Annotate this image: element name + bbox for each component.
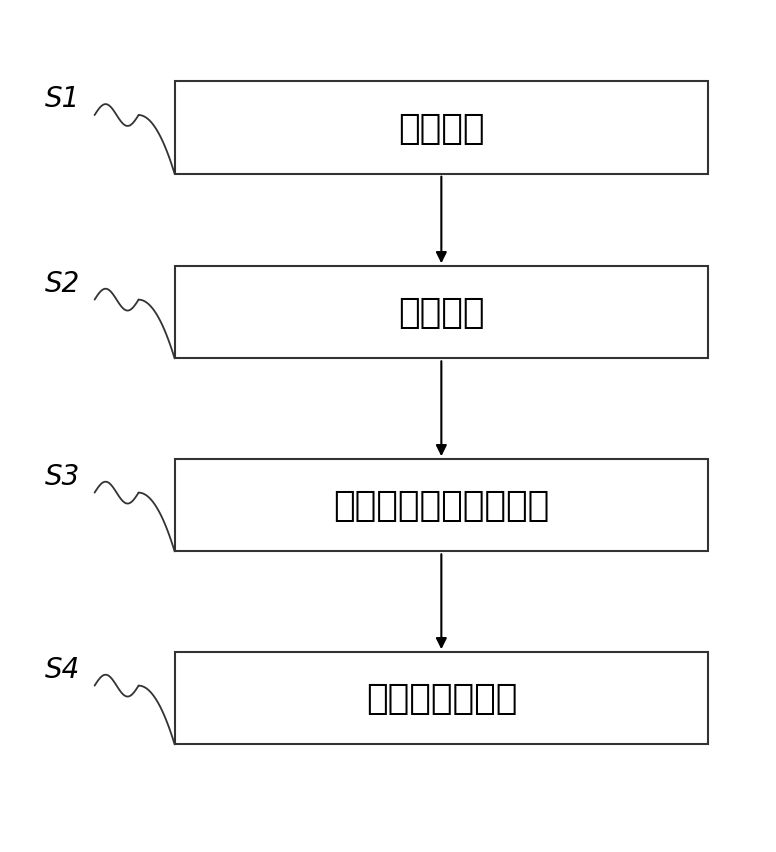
Text: 漆包线直径计算: 漆包线直径计算 [365, 682, 517, 716]
Bar [175, 267, 708, 359]
Text: 边缘检测得到边缘图像: 边缘检测得到边缘图像 [333, 489, 549, 522]
Text: S4: S4 [45, 655, 80, 683]
Text: S1: S1 [45, 85, 80, 113]
Bar [175, 653, 708, 745]
Text: S3: S3 [45, 463, 80, 490]
Text: 图像采集: 图像采集 [398, 112, 484, 146]
Bar [175, 83, 708, 175]
Text: 噪声处理: 噪声处理 [398, 296, 484, 330]
Text: S2: S2 [45, 269, 80, 297]
Bar [175, 459, 708, 552]
